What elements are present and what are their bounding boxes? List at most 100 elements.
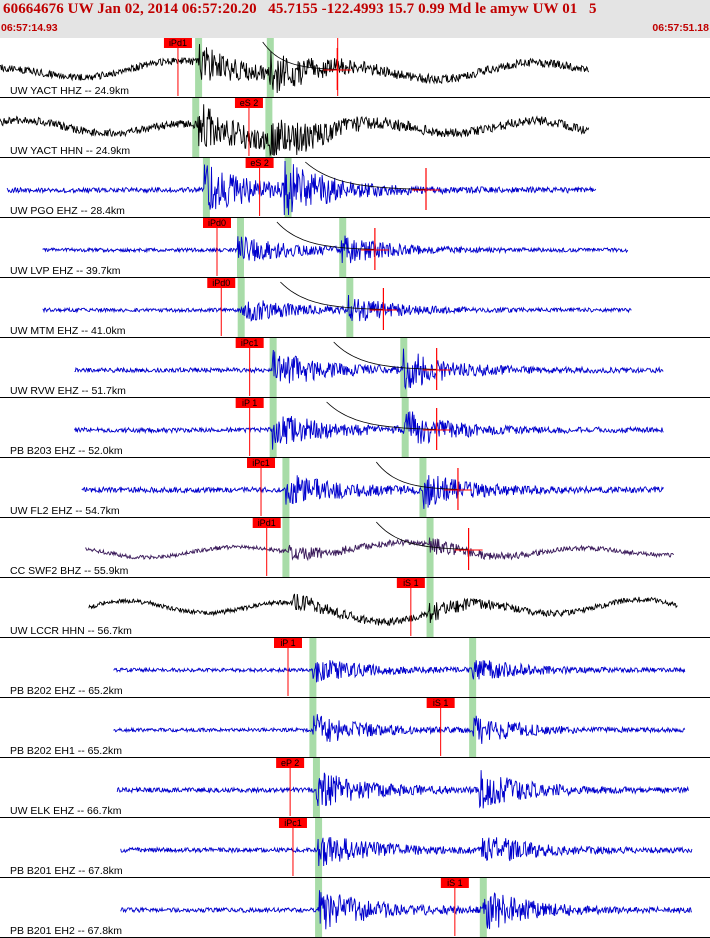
phase-pick-tag[interactable]: [234, 98, 263, 108]
waveform-trace: [116, 770, 689, 809]
waveform-trace: [88, 593, 678, 627]
station-label: UW LVP EHZ -- 39.7km: [10, 265, 121, 277]
trace-row: iPd0 UW MTM EHZ -- 41.0km: [0, 278, 710, 338]
station-label: UW ELK EHZ -- 66.7km: [10, 805, 122, 817]
coda-decay-curve: [326, 401, 437, 430]
phase-window-band: [282, 458, 290, 517]
phase-pick-tag[interactable]: [163, 38, 192, 48]
phase-pick-tag[interactable]: [396, 578, 425, 588]
coda-decay-curve: [375, 461, 458, 490]
phase-window-band: [309, 638, 317, 697]
trace-row: iPc1 UW RVW EHZ -- 51.7km: [0, 338, 710, 398]
phase-window-band: [401, 398, 409, 457]
waveform-trace: [6, 160, 597, 216]
trace-row: iS 1 PB B201 EH2 -- 67.8km: [0, 878, 710, 938]
waveform-trace: [0, 104, 590, 157]
phase-pick-tag[interactable]: [203, 218, 231, 228]
phase-window-band: [192, 98, 200, 157]
phase-pick-tag[interactable]: [276, 758, 305, 768]
station-label: PB B203 EHZ -- 52.0km: [10, 445, 123, 457]
phase-window-band: [469, 638, 477, 697]
station-label: UW MTM EHZ -- 41.0km: [10, 325, 126, 337]
phase-window-band: [282, 518, 290, 577]
phase-pick-label: iPc1: [284, 818, 302, 828]
trace-row: iPd1 CC SWF2 BHZ -- 55.9km: [0, 518, 710, 578]
phase-pick-tag[interactable]: [235, 398, 264, 408]
phase-pick-tag[interactable]: [252, 518, 281, 528]
phase-pick-tag[interactable]: [235, 338, 264, 348]
trace-row: iPc1 UW FL2 EHZ -- 54.7km: [0, 458, 710, 518]
phase-pick-label: iPc1: [252, 458, 270, 468]
phase-window-band: [202, 158, 210, 217]
phase-pick-label: iPd0: [208, 218, 226, 228]
phase-pick-label: iPc1: [241, 338, 259, 348]
station-label: PB B202 EHZ -- 65.2km: [10, 685, 123, 697]
coda-decay-curve: [305, 161, 426, 190]
trace-row: iS 1 UW LCCR HHN -- 56.7km: [0, 578, 710, 638]
seismogram-panel: iPd1 UW YACT HHZ -- 24.9km eS 2 UW YACT HHN…: [0, 38, 710, 938]
phase-pick-label: iS 1: [447, 878, 463, 888]
waveform-trace: [120, 890, 692, 930]
phase-window-band: [265, 98, 273, 157]
phase-pick-tag[interactable]: [274, 638, 302, 648]
station-label: PB B201 EH2 -- 67.8km: [10, 925, 122, 937]
phase-pick-tag[interactable]: [207, 278, 236, 288]
phase-pick-tag[interactable]: [245, 158, 274, 168]
station-label: UW FL2 EHZ -- 54.7km: [10, 505, 120, 517]
trace-row: eS 2 UW YACT HHN -- 24.9km: [0, 98, 710, 158]
phase-pick-label: eP 2: [281, 758, 299, 768]
station-label: CC SWF2 BHZ -- 55.9km: [10, 565, 129, 577]
phase-pick-label: iPd0: [212, 278, 230, 288]
trace-row: eS 2 UW PGO EHZ -- 28.4km: [0, 158, 710, 218]
waveform-trace: [74, 411, 664, 450]
phase-window-band: [195, 38, 203, 97]
station-label: PB B201 EHZ -- 67.8km: [10, 865, 123, 877]
phase-pick-label: iPd1: [258, 518, 276, 528]
phase-pick-label: eS 2: [250, 158, 269, 168]
phase-window-band: [269, 398, 277, 457]
coda-decay-curve: [376, 521, 469, 550]
phase-window-band: [236, 218, 244, 277]
trace-row: iPd0 UW LVP EHZ -- 39.7km: [0, 218, 710, 278]
phase-pick-label: iS 1: [403, 578, 419, 588]
phase-window-band: [312, 758, 320, 817]
station-label: UW RVW EHZ -- 51.7km: [10, 385, 126, 397]
station-label: PB B202 EH1 -- 65.2km: [10, 745, 122, 757]
phase-pick-tag[interactable]: [278, 818, 307, 828]
station-label: UW PGO EHZ -- 28.4km: [10, 205, 125, 217]
phase-window-band: [309, 698, 317, 757]
waveform-trace: [81, 475, 664, 509]
waveform-trace: [113, 659, 686, 683]
waveform-trace: [0, 43, 590, 94]
phase-pick-tag[interactable]: [247, 458, 276, 468]
trace-row: iS 1 PB B202 EH1 -- 65.2km: [0, 698, 710, 758]
waveform-trace: [42, 235, 629, 264]
phase-pick-label: iP 1: [280, 638, 295, 648]
waveform-trace: [74, 348, 664, 390]
station-label: UW YACT HHN -- 24.9km: [10, 145, 130, 157]
trace-row: iP 1 PB B203 EHZ -- 52.0km: [0, 398, 710, 458]
phase-pick-tag[interactable]: [440, 878, 469, 888]
coda-decay-curve: [280, 281, 384, 310]
phase-pick-label: iS 1: [433, 698, 449, 708]
trace-row: iPc1 PB B201 EHZ -- 67.8km: [0, 818, 710, 878]
header-bar: 60664676 UW Jan 02, 2014 06:57:20.20 45.…: [0, 0, 710, 38]
waveform-trace: [85, 537, 674, 562]
waveform-trace: [120, 837, 693, 867]
phase-window-band: [269, 338, 277, 397]
time-end: 06:57:51.18: [652, 22, 709, 34]
phase-pick-label: eS 2: [240, 98, 259, 108]
trace-row: eP 2 UW ELK EHZ -- 66.7km: [0, 758, 710, 818]
phase-window-band: [284, 158, 292, 217]
phase-pick-tag[interactable]: [426, 698, 455, 708]
coda-decay-curve: [276, 221, 375, 250]
trace-row: iPd1 UW YACT HHZ -- 24.9km: [0, 38, 710, 98]
coda-decay-curve: [262, 41, 338, 70]
phase-window-band: [419, 458, 427, 517]
phase-pick-label: iPd1: [169, 38, 187, 48]
phase-window-band: [469, 698, 477, 757]
phase-pick-label: iP 1: [242, 398, 257, 408]
trace-row: iP 1 PB B202 EHZ -- 65.2km: [0, 638, 710, 698]
station-label: UW LCCR HHN -- 56.7km: [10, 625, 132, 637]
time-start: 06:57:14.93: [1, 22, 58, 34]
